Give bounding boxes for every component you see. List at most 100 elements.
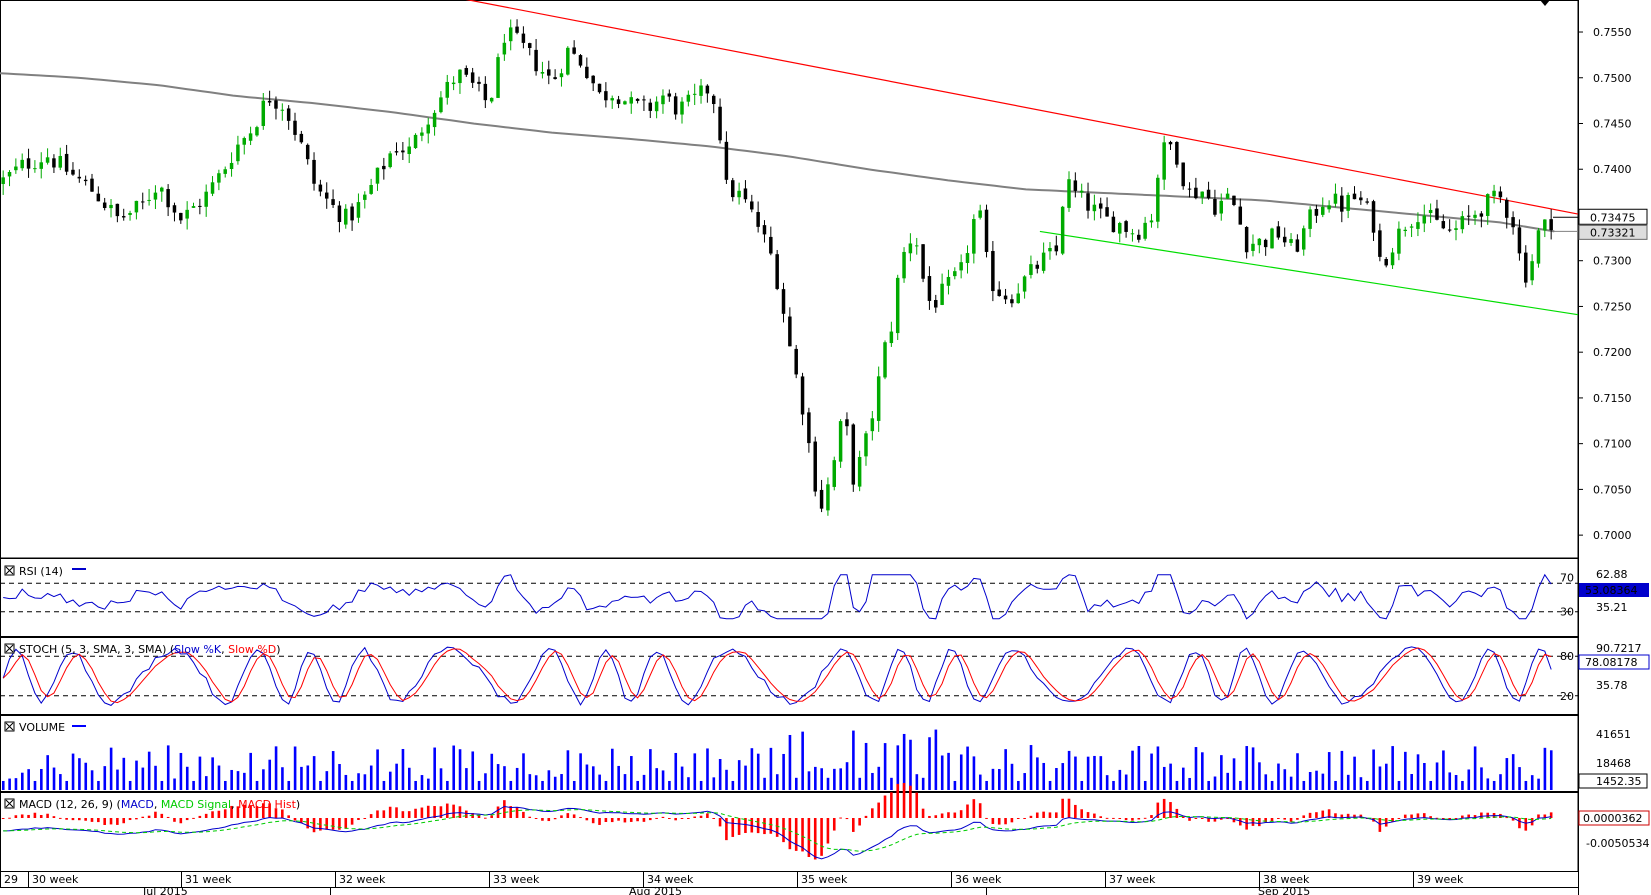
candle-body <box>102 202 107 208</box>
candle-body <box>96 193 101 202</box>
macd-hist-bar <box>1334 813 1337 818</box>
candle-body <box>388 153 392 168</box>
macd-hist-bar <box>382 810 386 818</box>
candle-body <box>661 95 665 105</box>
volume-bar <box>966 746 969 790</box>
macd-hist-bar <box>566 813 570 818</box>
candle-body <box>635 98 640 101</box>
volume-bar <box>84 762 88 790</box>
rsi-panel[interactable]: 70 30 RSI (14) 62.88 53.08364 35.21 <box>0 558 1649 637</box>
volume-bar <box>649 749 652 790</box>
volume-panel[interactable]: VOLUME 41651 18468 1452.35 <box>0 715 1648 792</box>
macd-signal-line <box>3 809 1552 852</box>
macd-hist-bar <box>629 818 633 822</box>
candle-body <box>1371 201 1376 233</box>
volume-bar <box>1156 746 1160 790</box>
macd-hist-bar <box>1277 818 1280 819</box>
macd-panel[interactable]: MACD (12, 26, 9) (MACD, MACD Signal, MAC… <box>0 783 1650 872</box>
volume-bar <box>192 780 195 790</box>
volume-bar <box>947 752 950 790</box>
candle <box>160 186 164 202</box>
volume-bar <box>1296 753 1299 790</box>
candle <box>337 201 342 233</box>
volume-bar <box>718 759 722 790</box>
candle <box>623 100 627 105</box>
candle-body <box>1162 142 1166 180</box>
candle <box>299 130 304 144</box>
candle-body <box>1143 222 1147 239</box>
candle <box>585 57 589 80</box>
volume-bar <box>953 780 957 790</box>
macd-hist-bar <box>1238 818 1242 826</box>
volume-bar <box>1131 750 1134 790</box>
legend-part: Slow %K <box>174 643 222 656</box>
candle <box>153 185 158 210</box>
volume-bar <box>794 777 798 790</box>
candle <box>26 148 31 178</box>
volume-bar <box>852 730 855 790</box>
candle-body <box>870 418 875 432</box>
volume-bar <box>1404 751 1407 790</box>
macd-hist-bar <box>116 818 119 825</box>
macd-hist-bar <box>1422 813 1426 818</box>
candle-body <box>299 133 304 143</box>
candle <box>1010 294 1014 308</box>
macd-hist-bar <box>1124 818 1128 821</box>
candle <box>489 97 494 104</box>
candle <box>857 450 862 492</box>
candle-body <box>58 155 63 168</box>
last-price-label: 0.73475 <box>1590 211 1636 224</box>
macd-hist-bar <box>484 817 487 819</box>
volume-bar <box>928 737 931 790</box>
candle <box>1422 204 1427 233</box>
candle-body <box>699 85 703 96</box>
week-label: 37 week <box>1109 873 1156 886</box>
volume-bar <box>52 767 56 790</box>
candle-body <box>876 376 881 421</box>
candle <box>1213 189 1217 217</box>
stoch-panel[interactable]: 80 20 STOCH (5, 3, SMA, 3, SMA) (Slow %K, … <box>0 637 1650 715</box>
candle-body <box>1321 206 1325 215</box>
candle-body <box>1365 201 1369 203</box>
candle <box>908 233 913 262</box>
macd-hist-bar <box>1480 812 1483 818</box>
candle <box>1086 182 1090 219</box>
volume-bar <box>243 772 246 790</box>
candle-body <box>236 144 240 162</box>
candle-body <box>39 162 43 169</box>
macd-hist-bar <box>572 814 576 818</box>
macd-hist-bar <box>185 818 189 821</box>
volume-bar <box>560 774 563 790</box>
candle <box>185 201 189 230</box>
candle-body <box>458 69 462 84</box>
volume-bar <box>249 752 252 790</box>
volume-bar <box>1 780 5 790</box>
candle-body <box>813 441 817 492</box>
candle-body <box>274 100 278 109</box>
candle <box>1536 228 1541 268</box>
volume-bar <box>801 731 804 790</box>
macd-hist-bar <box>71 818 75 821</box>
macd-hist-bar <box>388 806 392 818</box>
volume-bar <box>1461 780 1464 790</box>
candle <box>788 307 792 347</box>
candle-body <box>1156 177 1160 222</box>
candle-body <box>267 100 272 103</box>
month-label: Jul 2015 <box>142 885 188 895</box>
candle-body <box>908 243 913 254</box>
macd-hist-bar <box>617 818 620 821</box>
volume-bar <box>1226 772 1230 790</box>
candle <box>927 266 932 310</box>
candle-body <box>642 99 646 101</box>
candle <box>1340 187 1344 223</box>
volume-bar <box>814 766 817 790</box>
candle <box>616 95 621 109</box>
volume-bar <box>71 753 75 790</box>
candle <box>458 69 462 94</box>
candle <box>39 152 43 179</box>
macd-hist-bar <box>1461 815 1464 818</box>
macd-hist-bar <box>1315 812 1318 818</box>
candle-body <box>1111 216 1116 233</box>
